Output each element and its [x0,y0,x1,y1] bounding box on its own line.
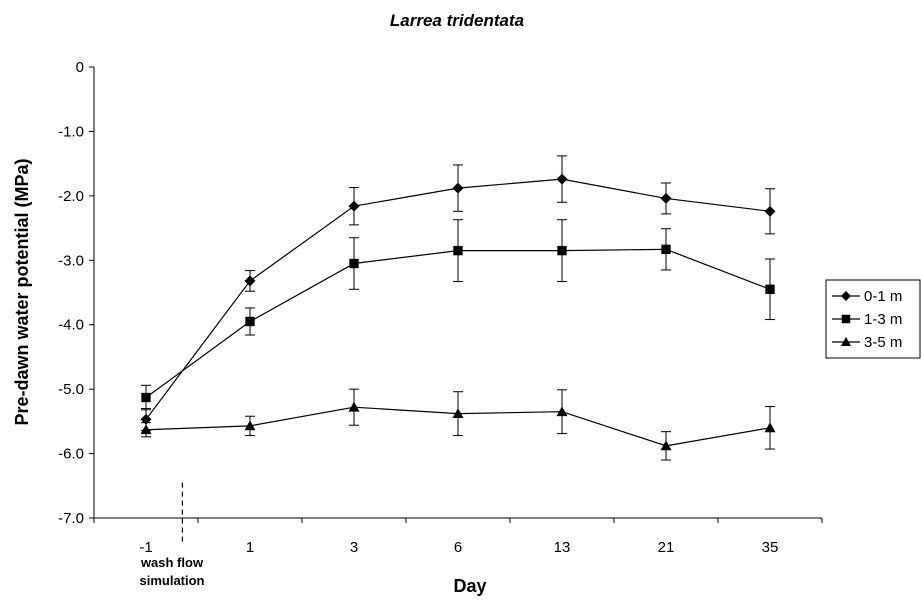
x-tick-label: 1 [246,539,254,556]
series-3-5m [140,388,776,461]
y-tick-label: 0 [76,59,84,76]
data-point [661,244,671,255]
legend-label: 1-3 m [864,311,902,328]
data-point [244,420,256,431]
y-tick-label: -6.0 [58,446,84,463]
y-axis-label: Pre-dawn water potential (MPa) [12,158,32,425]
data-point [348,401,360,412]
y-tick-label: -2.0 [58,188,84,205]
x-tick-label: 3 [350,539,358,556]
annotation-line-1: wash flow [140,555,204,570]
data-point [452,408,464,419]
plot-area [140,155,776,461]
series-0-1m [140,155,776,431]
data-point [452,182,464,194]
data-point [764,422,776,433]
data-point [765,284,775,294]
legend-marker [841,337,851,346]
chart-title: Larrea tridentata [390,11,524,30]
legend-marker [841,314,851,324]
data-point [141,392,151,403]
axes [89,66,823,545]
tick-labels: 0-1.0-2.0-3.0-4.0-5.0-6.0-7.0-1 1 3 6 13 21 35 [58,59,778,556]
data-point [453,245,463,256]
data-point [349,258,359,269]
annotation-line-2: simulation [139,573,204,588]
legend-label: 0-1 m [864,288,902,305]
legend-label: 3-5 m [864,334,902,351]
data-point [244,275,256,287]
data-point [245,316,255,327]
y-tick-label: -4.0 [58,317,84,334]
data-point [557,245,567,256]
y-tick-label: -7.0 [58,510,84,527]
x-tick-label: 6 [454,539,462,556]
y-tick-label: -5.0 [58,381,84,398]
series-line [145,178,771,420]
data-point [140,424,152,435]
y-tick-label: -1.0 [58,123,84,140]
x-tick-label: -1 [139,539,152,556]
x-tick-label: 13 [554,539,571,556]
data-point [660,192,672,204]
legend-marker [841,291,851,301]
x-axis-label: Day [453,576,486,596]
data-point [660,440,672,451]
y-tick-label: -3.0 [58,252,84,269]
legend: 0-1 m 1-3 m 3-5 m [825,279,921,359]
series-1-3m [141,219,775,411]
data-point [348,200,360,212]
data-point [556,173,568,185]
data-point [556,406,568,417]
data-point [764,205,776,217]
x-tick-label: 21 [658,539,675,556]
x-tick-label: 35 [762,539,779,556]
